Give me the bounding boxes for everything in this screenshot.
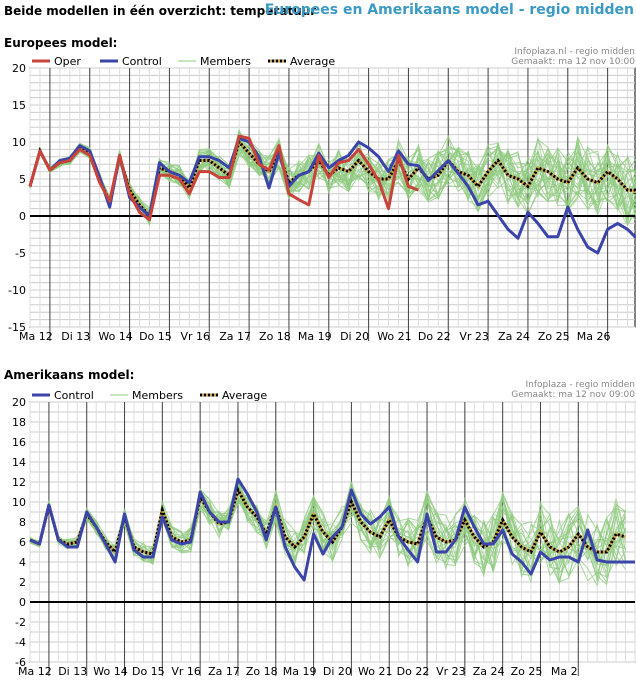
gfs-credit: Infoplaza - regio midden Gemaakt: ma 12 … <box>511 380 635 400</box>
ecmwf-y-tick-label: 5 <box>19 173 26 186</box>
gfs-day-label: Wo 21 <box>358 665 392 678</box>
gfs-y-tick-label: -4 <box>15 636 26 649</box>
ecmwf-y-tick-label: -15 <box>8 321 26 334</box>
gfs-y-tick-label: 18 <box>12 416 26 429</box>
ecmwf-credit: Infoplaza.nl - regio midden Gemaakt: ma … <box>511 47 635 67</box>
ecmwf-average-line <box>28 139 636 220</box>
ecmwf-day-label: Do 15 <box>139 330 172 343</box>
gfs-control-line <box>29 477 635 582</box>
gfs-legend-label: Average <box>222 389 267 402</box>
ecmwf-legend-average: Average <box>268 55 335 68</box>
ecmwf-day-label: Za 17 <box>219 330 251 343</box>
ecmwf-temperature-chart: Oper Control Members Average 20 15 10 5 0 -5 -10 -1… <box>8 55 636 343</box>
ecmwf-legend-label: Control <box>122 55 162 68</box>
ecmwf-y-tick-label: 20 <box>12 62 26 75</box>
gfs-section-title: Amerikaans model: <box>4 368 135 382</box>
ecmwf-day-label: Wo 14 <box>98 330 132 343</box>
ecmwf-day-label: Vr 16 <box>180 330 210 343</box>
gfs-legend-label: Control <box>54 389 94 402</box>
ecmwf-credit-source: Infoplaza.nl - regio midden <box>514 47 635 57</box>
gfs-credit-made: Gemaakt: ma 12 nov 09:00 <box>511 390 635 400</box>
gfs-y-tick-label: -2 <box>15 616 26 629</box>
gfs-day-label: Do 22 <box>397 665 430 678</box>
gfs-y-tick-label: 12 <box>12 476 26 489</box>
ecmwf-day-label: Ma 26 <box>577 330 611 343</box>
ecmwf-day-label: Vr 23 <box>459 330 489 343</box>
gfs-legend-label: Members <box>132 389 183 402</box>
gfs-day-label: Di 20 <box>323 665 352 678</box>
ecmwf-legend-label: Average <box>290 55 335 68</box>
gfs-y-tick-label: 14 <box>12 456 26 469</box>
gfs-y-tick-label: 0 <box>19 596 26 609</box>
ecmwf-day-label: Di 13 <box>61 330 90 343</box>
ecmwf-legend-label: Oper <box>54 55 81 68</box>
gfs-day-label: Do 15 <box>132 665 165 678</box>
ecmwf-day-label: Do 22 <box>418 330 451 343</box>
ecmwf-day-label: Zo 25 <box>538 330 570 343</box>
gfs-day-label: Za 24 <box>473 665 505 678</box>
gfs-day-label: Ma 19 <box>283 665 317 678</box>
ecmwf-day-label: Di 20 <box>340 330 369 343</box>
gfs-legend-control: Control <box>32 389 94 402</box>
gfs-legend-average: Average <box>200 389 267 402</box>
gfs-credit-source: Infoplaza - regio midden <box>525 380 635 390</box>
ecmwf-y-tick-label: 0 <box>19 210 26 223</box>
gfs-y-tick-label: -6 <box>15 656 26 669</box>
gfs-temperature-chart: Control Members Average20181614121086420-2… <box>12 389 636 678</box>
ecmwf-day-label: Za 24 <box>498 330 530 343</box>
ecmwf-credit-made: Gemaakt: ma 12 nov 10:00 <box>511 57 635 67</box>
gfs-y-tick-label: 8 <box>19 516 26 529</box>
ecmwf-y-tick-label: -5 <box>15 247 26 260</box>
gfs-y-tick-label: 20 <box>12 396 26 409</box>
ecmwf-day-label: Ma 19 <box>298 330 332 343</box>
ecmwf-day-label: Wo 21 <box>377 330 411 343</box>
region-title[interactable]: Europees en Amerikaans model - regio mid… <box>264 2 634 18</box>
gfs-day-label: Ma 2 <box>551 665 578 678</box>
ecmwf-day-label: Zo 18 <box>259 330 291 343</box>
gfs-day-label: Vr 23 <box>436 665 466 678</box>
ecmwf-y-tick-label: -10 <box>8 284 26 297</box>
ecmwf-y-tick-label: 15 <box>12 99 26 112</box>
gfs-day-label: Wo 14 <box>93 665 127 678</box>
ecmwf-section-title: Europees model: <box>4 36 118 50</box>
ecmwf-legend-oper: Oper <box>32 55 81 68</box>
ecmwf-legend-label: Members <box>200 55 251 68</box>
ecmwf-y-tick-label: 10 <box>12 136 26 149</box>
gfs-y-tick-label: 10 <box>12 496 26 509</box>
gfs-day-label: Zo 25 <box>511 665 543 678</box>
gfs-y-tick-label: 16 <box>12 436 26 449</box>
gfs-y-tick-label: 4 <box>19 556 26 569</box>
gfs-day-label: Za 17 <box>208 665 240 678</box>
gfs-day-label: Di 13 <box>58 665 87 678</box>
gfs-y-tick-label: 6 <box>19 536 26 549</box>
gfs-day-label: Ma 12 <box>18 665 52 678</box>
ecmwf-day-label: Ma 12 <box>19 330 53 343</box>
gfs-legend-members: Members <box>110 389 183 402</box>
ecmwf-legend-members: Members <box>178 55 251 68</box>
gfs-day-label: Zo 18 <box>246 665 278 678</box>
ecmwf-oper-line <box>28 134 419 222</box>
gfs-y-tick-label: 2 <box>19 576 26 589</box>
ecmwf-legend-control: Control <box>100 55 162 68</box>
header: Beide modellen in één overzicht: tempera… <box>0 0 636 28</box>
page-title: Beide modellen in één overzicht: tempera… <box>4 4 317 18</box>
gfs-day-label: Vr 16 <box>171 665 201 678</box>
